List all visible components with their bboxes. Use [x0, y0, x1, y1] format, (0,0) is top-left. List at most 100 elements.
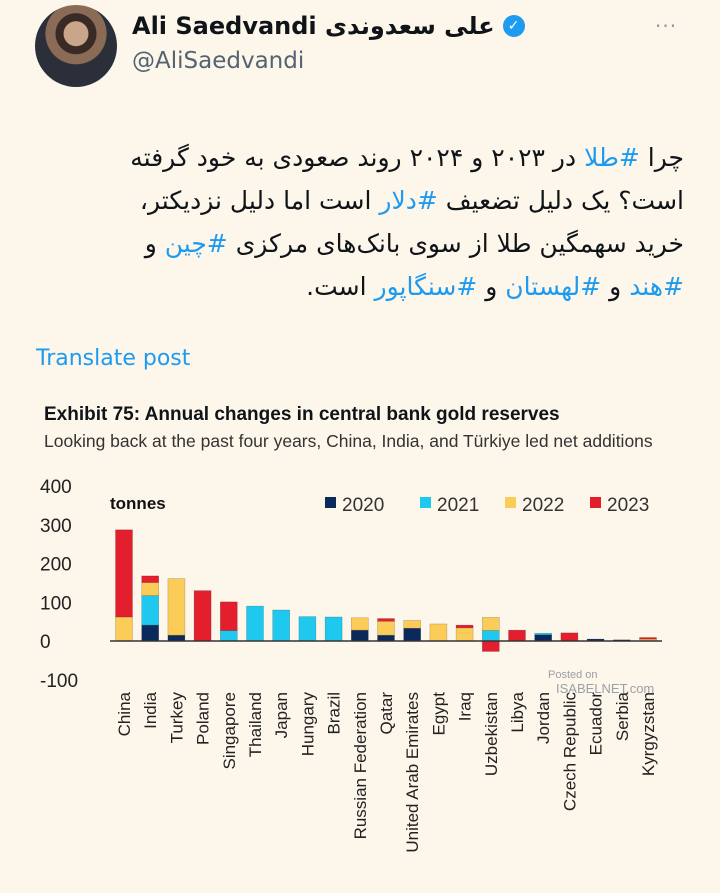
legend-label: 2020: [342, 495, 384, 516]
y-tick-label: 400: [40, 477, 72, 498]
x-tick-label: Russian Federation: [351, 692, 370, 839]
x-tick-label: India: [141, 691, 160, 728]
bar-2020: [403, 627, 422, 642]
legend-label: 2023: [607, 495, 649, 516]
y-tick-label: 100: [40, 593, 72, 614]
bar-2023: [141, 575, 159, 583]
hashtag-link[interactable]: #هند: [629, 272, 684, 301]
tweet-text-segment: و: [477, 272, 506, 301]
x-tick-label: Singapore: [220, 692, 239, 770]
hashtag-link[interactable]: #طلا: [584, 143, 640, 172]
bar-2021: [246, 605, 264, 642]
hashtag-link[interactable]: #سنگاپور: [374, 272, 478, 301]
legend-swatch: [420, 497, 431, 508]
hashtag-link[interactable]: #لهستان: [505, 272, 602, 301]
bar-2022: [377, 620, 395, 636]
bar-2023: [560, 632, 579, 642]
x-tick-label: Qatar: [377, 692, 396, 735]
more-options-icon[interactable]: ···: [655, 14, 678, 38]
bar-2020: [141, 624, 159, 642]
bar-2020: [534, 634, 553, 642]
bar-2022: [481, 617, 500, 631]
hashtag-link[interactable]: #چین: [164, 229, 228, 258]
y-tick-label: 0: [40, 632, 51, 653]
x-tick-label: Hungary: [298, 692, 317, 757]
watermark-line2: ISABELNET.com: [556, 681, 655, 696]
x-tick-label: China: [115, 691, 134, 736]
hashtag-link[interactable]: #دلار: [379, 186, 438, 215]
tweet-text-segment: است.: [306, 272, 375, 301]
legend-label: 2021: [437, 495, 479, 516]
x-tick-label: Poland: [194, 692, 213, 745]
x-tick-label: Iraq: [456, 692, 475, 721]
bar-2023: [193, 590, 212, 642]
legend-swatch: [590, 497, 601, 508]
tweet-line: است؟ یک دلیل تضعیف #دلار است اما دلیل نز…: [24, 179, 684, 222]
watermark: Posted on ISABELNET.com: [548, 668, 654, 696]
tweet-text-segment: در ۲۰۲۳ و ۲۰۲۴ روند صعودی به خود گرفته: [130, 143, 585, 172]
x-tick-label: Czech Republic: [560, 692, 579, 812]
x-tick-label: Kyrgyzstan: [639, 692, 658, 776]
x-tick-label: Brazil: [325, 692, 344, 735]
bar-2023: [481, 640, 500, 652]
bar-2023: [455, 624, 474, 629]
x-tick-label: Libya: [508, 691, 527, 732]
tweet-text-segment: است؟ یک دلیل تضعیف: [437, 186, 684, 215]
verified-badge-icon: ✓: [502, 15, 525, 37]
bar-2021: [534, 632, 553, 636]
bar-2021: [272, 609, 291, 642]
tweet-text-segment: و: [144, 229, 165, 258]
tweet-text-segment: است اما دلیل نزدیکتر،: [139, 186, 380, 215]
bar-2022: [429, 623, 448, 642]
bar-2020: [350, 629, 369, 642]
bar-2023: [220, 601, 238, 631]
y-axis-unit: tonnes: [110, 494, 166, 513]
tweet-line: چرا #طلا در ۲۰۲۳ و ۲۰۲۴ روند صعودی به خو…: [24, 136, 684, 179]
translate-post-link[interactable]: Translate post: [36, 346, 191, 371]
display-name-text: Ali Saedvandi علی سعدوندی: [132, 12, 495, 40]
bar-2022: [115, 616, 133, 642]
bar-2020: [167, 634, 186, 642]
tweet-text-segment: خرید سهمگین طلا از سوی بانک‌های مرکزی: [227, 229, 684, 258]
avatar[interactable]: [35, 5, 117, 87]
bar-2023: [508, 629, 526, 642]
bar-2023: [115, 529, 133, 618]
x-tick-label: Serbia: [613, 691, 632, 741]
chart-subtitle: Looking back at the past four years, Chi…: [44, 431, 653, 451]
bar-2022: [403, 620, 422, 629]
bar-2021: [141, 595, 159, 626]
legend-label: 2022: [522, 495, 564, 516]
tweet-line: #هند و #لهستان و #سنگاپور است.: [24, 265, 684, 308]
bar-2022: [141, 582, 159, 596]
watermark-line1: Posted on: [548, 669, 598, 681]
bar-2021: [220, 630, 238, 642]
bar-2020: [377, 634, 395, 642]
gold-reserves-chart: 400 300 200 100 0 -100 tonnes 2020 2021 2022 2023 C…: [40, 477, 662, 853]
bar-2022: [455, 627, 474, 642]
y-tick-label: -100: [40, 671, 78, 692]
legend-swatch: [505, 497, 516, 508]
bar-2023: [377, 618, 395, 622]
bar-2021: [324, 616, 343, 642]
y-tick-label: 200: [40, 555, 72, 576]
chart-title: Exhibit 75: Annual changes in central ba…: [44, 404, 560, 425]
tweet-line: خرید سهمگین طلا از سوی بانک‌های مرکزی #چ…: [24, 222, 684, 265]
x-tick-label: Uzbekistan: [482, 692, 501, 776]
tweet-text-segment: چرا: [639, 143, 684, 172]
bar-2021: [298, 616, 317, 642]
tweet-text-segment: و: [601, 272, 630, 301]
bar-2022: [350, 617, 369, 631]
x-tick-label: Egypt: [429, 692, 448, 736]
x-tick-label: Turkey: [167, 692, 186, 744]
display-name[interactable]: Ali Saedvandi علی سعدوندی ✓: [132, 12, 525, 40]
bar-2023: [639, 637, 657, 640]
x-tick-label: United Arab Emirates: [403, 692, 422, 853]
legend-swatch: [325, 497, 336, 508]
bar-2022: [167, 578, 186, 636]
y-tick-label: 300: [40, 516, 72, 537]
x-tick-label: Thailand: [246, 692, 265, 757]
x-tick-label: Japan: [272, 692, 291, 738]
user-handle[interactable]: @AliSaedvandi: [132, 48, 305, 74]
x-tick-label: Ecuador: [587, 692, 606, 756]
x-tick-label: Jordan: [534, 692, 553, 744]
